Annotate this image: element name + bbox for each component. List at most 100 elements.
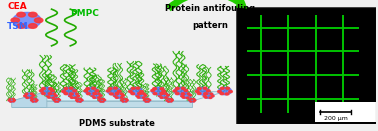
Circle shape [95, 90, 99, 92]
Circle shape [57, 98, 59, 99]
Circle shape [30, 97, 33, 98]
Circle shape [189, 100, 191, 101]
Circle shape [168, 98, 170, 99]
Circle shape [139, 91, 143, 93]
Circle shape [159, 93, 169, 98]
Circle shape [8, 100, 10, 101]
Circle shape [143, 100, 145, 101]
Circle shape [226, 87, 229, 89]
Circle shape [125, 99, 127, 100]
Circle shape [91, 93, 101, 98]
Circle shape [77, 101, 79, 102]
Circle shape [153, 88, 156, 90]
Circle shape [193, 99, 195, 100]
Circle shape [173, 90, 177, 92]
Circle shape [46, 95, 49, 97]
Circle shape [147, 98, 149, 99]
Circle shape [93, 97, 96, 98]
Circle shape [182, 93, 185, 95]
Circle shape [17, 24, 25, 28]
Circle shape [62, 90, 65, 92]
Circle shape [152, 87, 165, 95]
Circle shape [54, 101, 56, 102]
Circle shape [204, 93, 214, 98]
Circle shape [190, 101, 192, 102]
Circle shape [220, 93, 224, 95]
Polygon shape [12, 92, 225, 101]
Circle shape [71, 97, 73, 98]
Text: 200 μm: 200 μm [324, 116, 347, 121]
Circle shape [86, 88, 90, 90]
Circle shape [181, 93, 185, 95]
Polygon shape [12, 92, 47, 107]
Circle shape [153, 93, 157, 95]
Circle shape [57, 101, 59, 102]
Circle shape [160, 93, 163, 94]
Circle shape [144, 98, 150, 102]
Circle shape [32, 101, 34, 102]
Circle shape [136, 87, 140, 89]
Circle shape [175, 93, 179, 95]
Circle shape [115, 92, 119, 95]
Circle shape [197, 92, 201, 94]
Circle shape [194, 100, 196, 101]
Circle shape [26, 97, 29, 99]
Circle shape [31, 100, 33, 101]
Circle shape [125, 101, 127, 102]
Circle shape [74, 97, 77, 99]
Circle shape [110, 93, 113, 95]
Circle shape [49, 88, 53, 90]
Circle shape [206, 93, 209, 94]
Circle shape [175, 87, 179, 89]
Circle shape [211, 95, 214, 97]
Circle shape [80, 98, 82, 99]
Text: PDMS substrate: PDMS substrate [79, 119, 155, 128]
Circle shape [113, 95, 116, 97]
Circle shape [115, 97, 118, 98]
Circle shape [79, 101, 81, 102]
Circle shape [97, 93, 100, 94]
Circle shape [9, 99, 11, 100]
Circle shape [136, 93, 146, 98]
Circle shape [184, 89, 188, 92]
Circle shape [63, 87, 76, 95]
Circle shape [8, 98, 15, 102]
Circle shape [190, 98, 192, 99]
Circle shape [206, 90, 210, 92]
Circle shape [210, 93, 213, 95]
Circle shape [131, 93, 135, 95]
Circle shape [122, 98, 124, 99]
Circle shape [166, 100, 168, 101]
Circle shape [98, 100, 100, 101]
Circle shape [203, 95, 206, 97]
Circle shape [77, 95, 80, 97]
Circle shape [73, 90, 77, 92]
Circle shape [181, 95, 183, 97]
Circle shape [138, 92, 141, 94]
Circle shape [106, 90, 110, 92]
Circle shape [64, 92, 68, 95]
Circle shape [12, 98, 14, 99]
Circle shape [160, 88, 164, 90]
Circle shape [121, 100, 122, 101]
Circle shape [55, 98, 56, 99]
Circle shape [204, 93, 208, 95]
Circle shape [64, 88, 68, 90]
Circle shape [218, 91, 222, 93]
Circle shape [162, 90, 166, 92]
Circle shape [122, 101, 124, 102]
Circle shape [100, 101, 102, 102]
Circle shape [170, 99, 172, 100]
Circle shape [126, 100, 128, 101]
Circle shape [174, 87, 187, 95]
Circle shape [35, 101, 37, 102]
Circle shape [53, 93, 56, 95]
Circle shape [54, 95, 57, 97]
Circle shape [87, 93, 90, 95]
Circle shape [54, 98, 60, 102]
Circle shape [77, 98, 79, 99]
Circle shape [158, 95, 161, 97]
Bar [314, 102, 376, 122]
Circle shape [121, 98, 128, 102]
Circle shape [76, 100, 77, 101]
